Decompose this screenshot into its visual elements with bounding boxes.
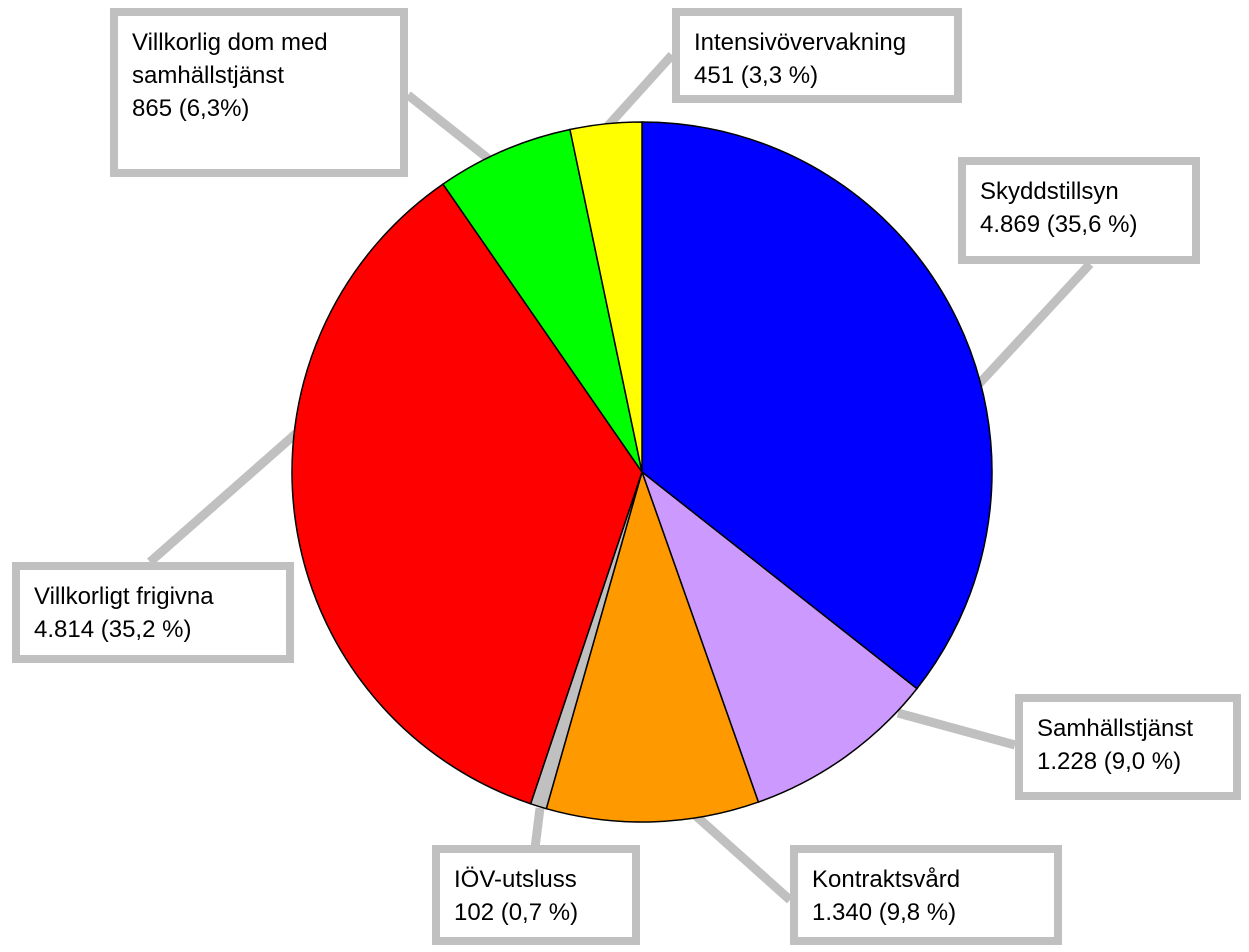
leader-line — [974, 260, 1094, 389]
pie-slice — [545, 469, 760, 823]
label-text: Kontraktsvård — [812, 866, 961, 893]
slice-label: Skyddstillsyn 4.869 (35,6 %) — [958, 157, 1200, 264]
pie-slice — [640, 469, 918, 804]
label-text: 102 (0,7 %) — [454, 899, 579, 926]
label-text: 4.869 (35,6 %) — [980, 211, 1138, 238]
label-text: IÖV-utsluss — [454, 866, 577, 893]
label-text: 451 (3,3 %) — [694, 62, 819, 89]
label-text: Samhällstjänst — [1037, 715, 1194, 742]
label-text: 1.228 (9,0 %) — [1037, 748, 1182, 775]
slice-label: Intensivövervakning 451 (3,3 %) — [672, 8, 962, 103]
slice-label: Villkorlig dom med samhällstjänst 865 (6,… — [110, 8, 408, 177]
leader-line — [147, 426, 303, 566]
slice-label: Villkorligt frigivna 4.814 (35,2 %) — [12, 562, 294, 663]
leader-line — [896, 708, 1017, 750]
leader-line — [602, 51, 676, 132]
slice-label: Kontraktsvård 1.340 (9,8 %) — [790, 845, 1062, 945]
slice-label: Samhällstjänst 1.228 (9,0 %) — [1015, 694, 1241, 800]
label-text: 865 (6,3%) — [132, 95, 250, 122]
pie-slice — [441, 128, 643, 473]
pie-slice — [569, 121, 643, 473]
label-text: Skyddstillsyn — [980, 178, 1119, 205]
leader-line — [530, 807, 545, 849]
leader-line — [405, 91, 493, 164]
slice-label: IÖV-utsluss 102 (0,7 %) — [432, 845, 640, 945]
leader-line — [691, 811, 794, 904]
label-text: Villkorlig dom med samhällstjänst — [132, 29, 328, 89]
pie-slice — [291, 183, 643, 805]
pie-slice — [641, 121, 993, 690]
label-text: 4.814 (35,2 %) — [34, 616, 192, 643]
label-text: Intensivövervakning — [694, 29, 907, 56]
label-text: Villkorligt frigivna — [34, 583, 214, 610]
label-text: 1.340 (9,8 %) — [812, 899, 957, 926]
